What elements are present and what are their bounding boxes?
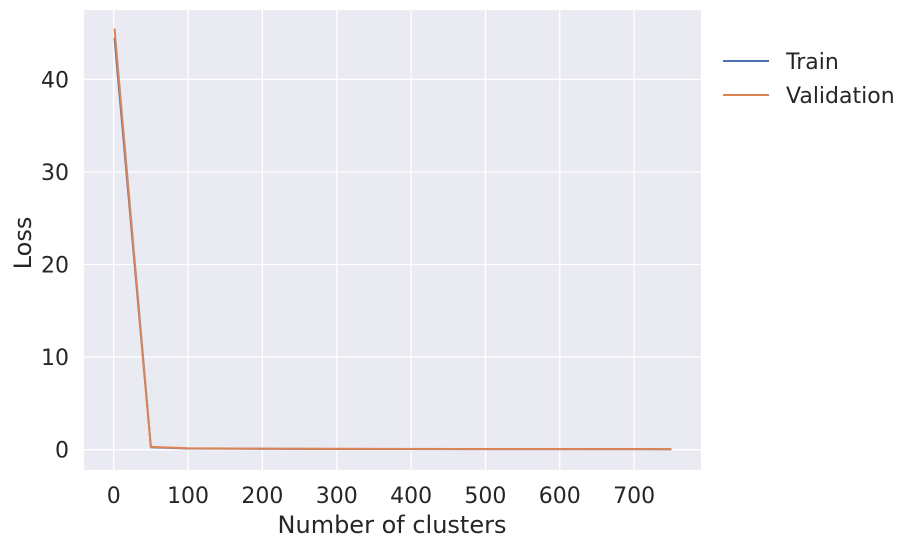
y-tick-label: 20 [41, 254, 69, 279]
y-tick-label: 10 [41, 346, 69, 371]
x-tick-label: 100 [167, 484, 209, 509]
x-axis-label: Number of clusters [278, 511, 507, 539]
legend-label: Validation [786, 84, 895, 109]
x-tick-label: 700 [613, 484, 655, 509]
series-lines [113, 28, 672, 451]
x-axis-ticks: 0 100 200 300 400 500 600 700 [107, 484, 655, 509]
plot-background [84, 10, 701, 470]
y-axis-label: Loss [9, 217, 37, 270]
x-tick-label: 200 [241, 484, 283, 509]
y-tick-label: 30 [41, 161, 69, 186]
series-line-validation [113, 28, 672, 451]
x-tick-label: 300 [316, 484, 358, 509]
grid [84, 10, 701, 470]
x-tick-label: 500 [464, 484, 506, 509]
y-tick-label: 0 [55, 439, 69, 464]
y-tick-label: 40 [41, 68, 69, 93]
x-tick-label: 0 [107, 484, 121, 509]
y-axis-ticks: 0 10 20 30 40 [41, 68, 69, 463]
x-tick-label: 600 [539, 484, 581, 509]
legend-label: Train [785, 50, 839, 75]
x-tick-label: 400 [390, 484, 432, 509]
legend: Train Validation [723, 50, 895, 109]
